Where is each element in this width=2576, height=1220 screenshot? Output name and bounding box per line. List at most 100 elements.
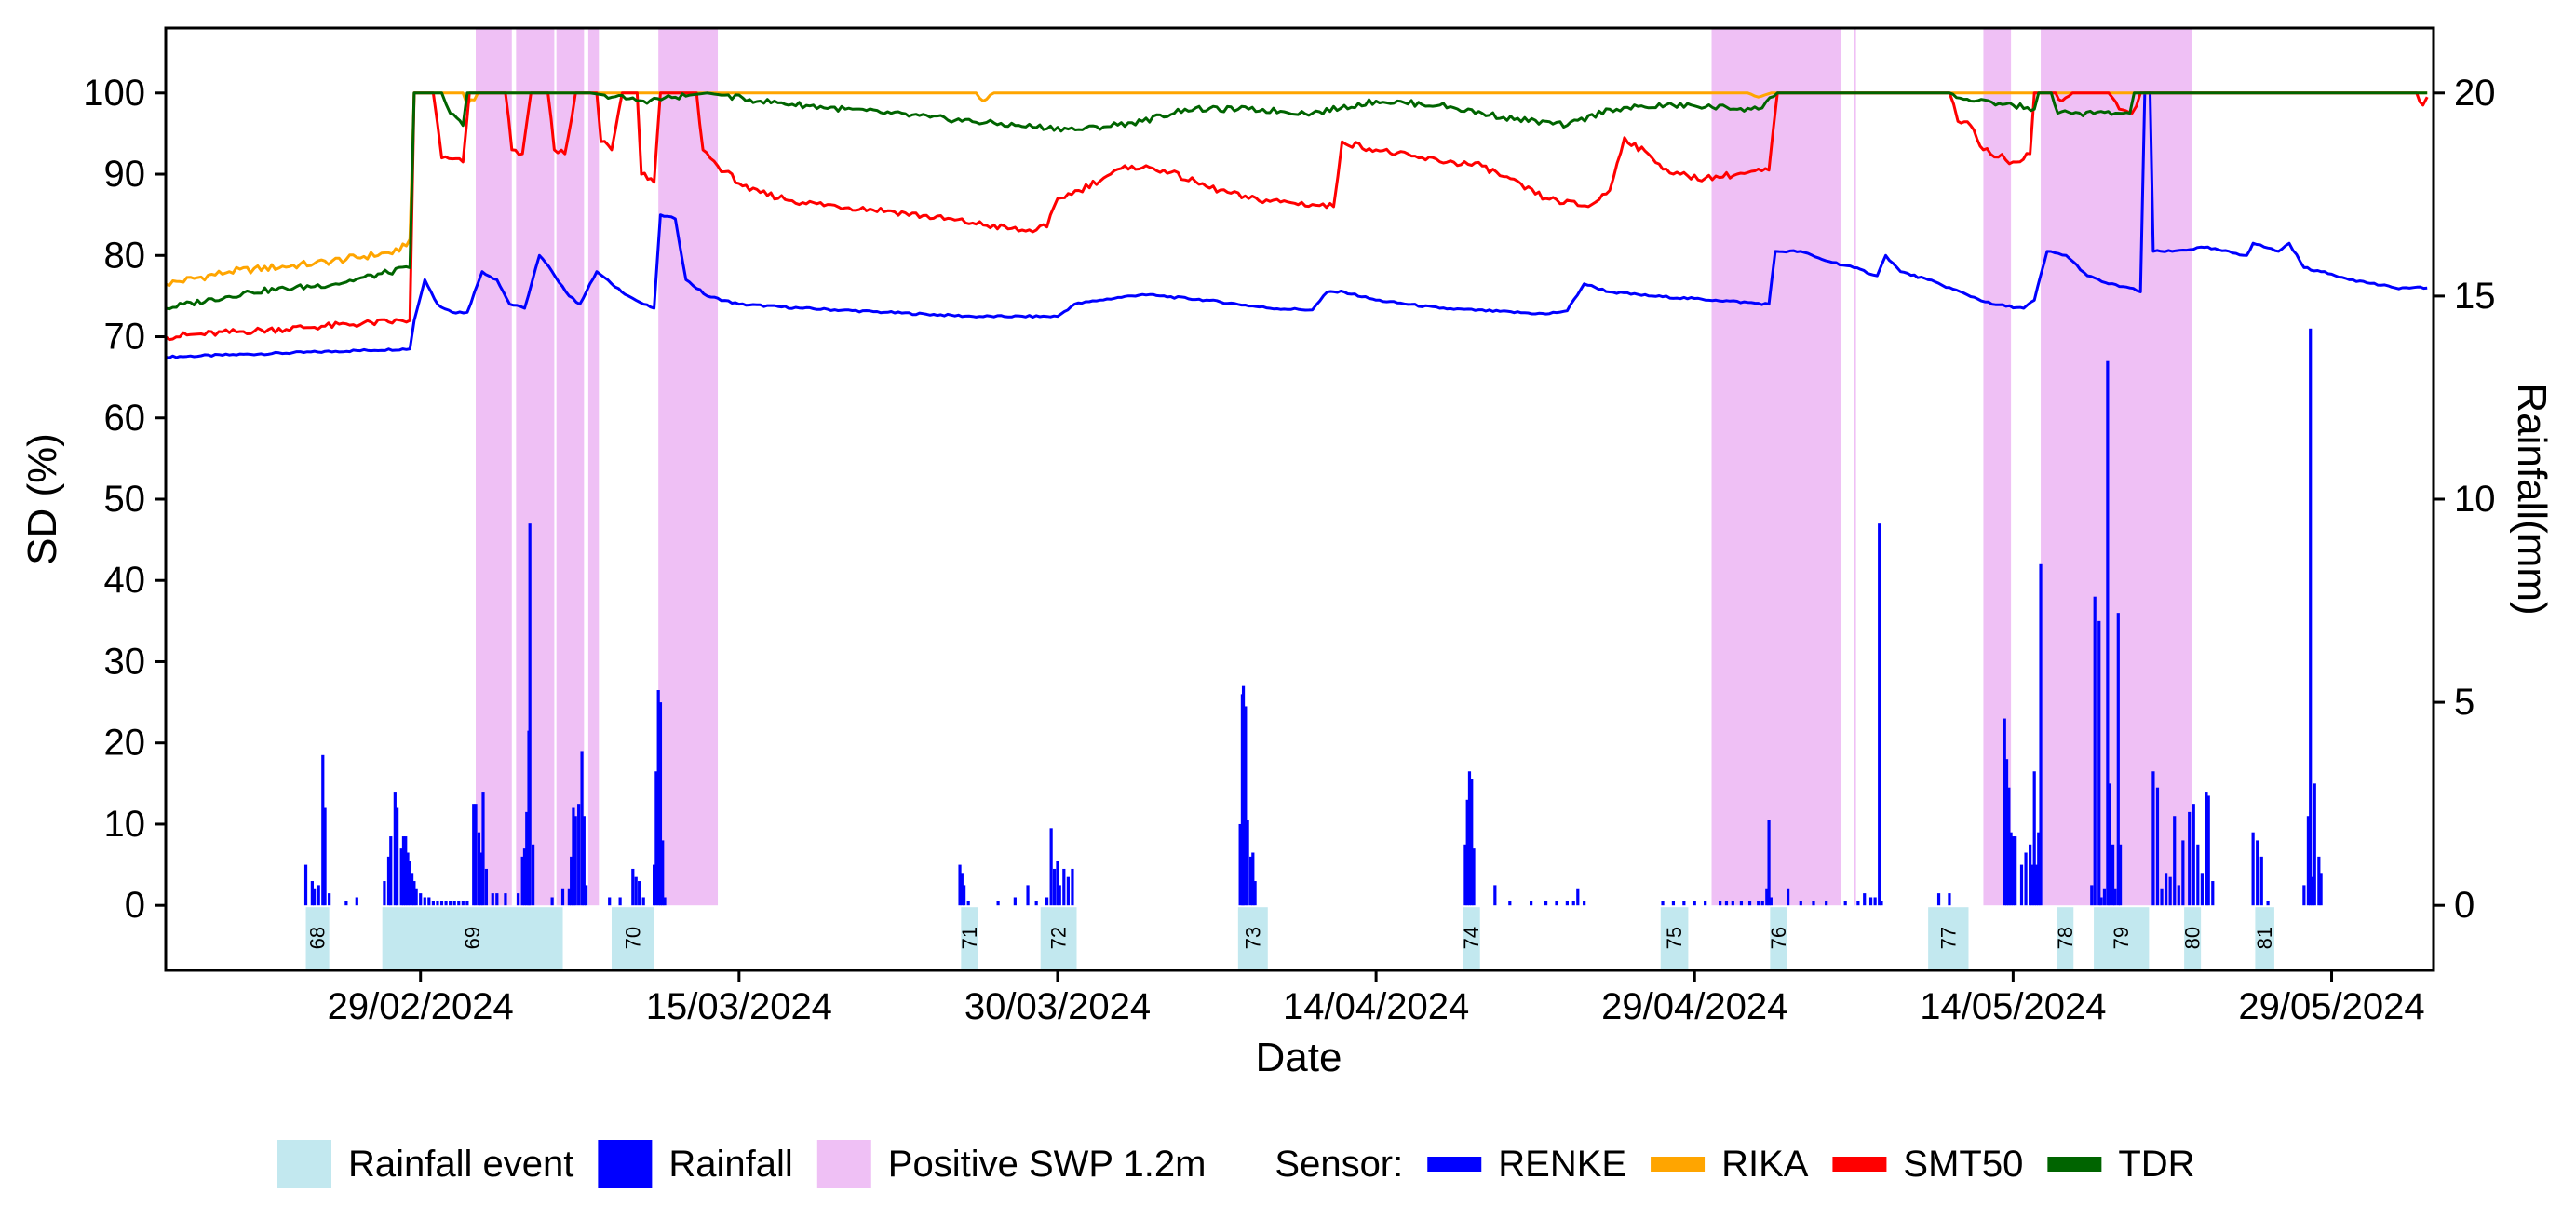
legend-label: TDR — [2118, 1144, 2194, 1185]
x-tick-label: 14/04/2024 — [1283, 986, 1469, 1027]
rainfall-bar — [963, 885, 966, 906]
legend-label: Rainfall event — [348, 1144, 573, 1185]
positive-swp-period — [516, 29, 555, 906]
rainfall-bar — [1693, 901, 1696, 906]
rainfall-bar — [1583, 901, 1586, 906]
y2-tick-label: 10 — [2454, 479, 2496, 520]
rainfall-event-label: 76 — [1767, 927, 1790, 949]
y-tick-label: 40 — [104, 560, 146, 601]
rainfall-bar — [344, 901, 348, 906]
rainfall-bar — [2030, 864, 2034, 906]
rainfall-bar — [658, 702, 663, 906]
rainfall-bar — [1463, 844, 1467, 906]
rainfall-bar — [528, 523, 532, 906]
rainfall-bar — [2196, 844, 2200, 906]
y-tick-label: 30 — [104, 641, 146, 682]
rainfall-bar — [1253, 881, 1257, 906]
rainfall-bar — [1467, 771, 1472, 906]
y-tick-label: 50 — [104, 479, 146, 520]
rainfall-bar — [2317, 856, 2321, 906]
rainfall-bar — [522, 848, 527, 906]
y-tick-label: 80 — [104, 235, 146, 276]
rainfall-bar — [567, 888, 571, 906]
rainfall-bar — [1878, 523, 1881, 906]
rainfall-bar — [310, 881, 314, 906]
x-tick-label: 29/04/2024 — [1601, 986, 1787, 1027]
x-tick-label: 29/02/2024 — [328, 986, 514, 1027]
rainfall-bar — [2007, 787, 2011, 906]
rainfall-bar — [404, 836, 408, 906]
rainfall-bar — [1682, 901, 1686, 906]
positive-swp-period — [556, 29, 585, 906]
rainfall-bar — [436, 901, 439, 906]
rainfall-bar — [1470, 779, 1474, 906]
positive-swp-period — [587, 29, 600, 906]
rainfall-bar — [484, 868, 489, 906]
rainfall-event-layer — [305, 907, 2274, 969]
rainfall-bar — [491, 893, 494, 906]
rainfall-bar — [1799, 901, 1802, 906]
rainfall-bar — [1241, 685, 1246, 906]
rainfall-bar — [2004, 759, 2009, 906]
positive-swp-period — [1854, 29, 1856, 906]
rainfall-bar — [1251, 852, 1255, 906]
rainfall-bar — [1812, 901, 1815, 906]
rainfall-bar — [2019, 864, 2024, 906]
rainfall-bar — [1765, 888, 1769, 906]
rainfall-bar — [461, 901, 465, 906]
rainfall-event-box — [2255, 907, 2274, 969]
rainfall-bar — [317, 885, 320, 906]
rainfall-bar — [1863, 893, 1867, 906]
rainfall-bar — [1856, 901, 1860, 906]
x-tick-label: 14/05/2024 — [1920, 986, 2106, 1027]
rainfall-bar-layer — [303, 328, 2323, 906]
rainfall-bar — [2160, 888, 2164, 906]
rainfall-bar — [550, 897, 554, 906]
y-tick-label: 20 — [104, 723, 146, 764]
rainfall-bar — [1704, 901, 1707, 906]
rainfall-bar — [431, 901, 435, 906]
rainfall-bar — [2302, 885, 2306, 906]
rainfall-bar — [577, 804, 581, 906]
rainfall-bar — [2102, 888, 2107, 906]
rainfall-bar — [303, 864, 308, 906]
rainfall-bar — [386, 856, 391, 906]
rainfall-event-label: 72 — [1047, 927, 1071, 949]
series-line-tdr — [165, 91, 2428, 311]
rainfall-bar — [2111, 844, 2115, 906]
rainfall-event-label: 75 — [1663, 927, 1686, 949]
y-tick-label: 100 — [83, 73, 145, 114]
rainfall-bar — [1244, 706, 1248, 906]
rainfall-bar — [585, 885, 588, 906]
rainfall-event-label: 74 — [1460, 927, 1483, 949]
rainfall-bar — [495, 893, 499, 906]
rainfall-bar — [663, 897, 667, 906]
rainfall-bar — [1868, 897, 1873, 906]
rainfall-bar — [608, 897, 612, 906]
rainfall-bar — [444, 901, 448, 906]
rainfall-bar — [1739, 901, 1744, 906]
rainfall-bar — [1056, 861, 1059, 906]
rainfall-bar — [2309, 328, 2313, 906]
rainfall-bar — [1880, 901, 1883, 906]
rainfall-bar — [1825, 901, 1828, 906]
x-tick-label: 15/03/2024 — [646, 986, 832, 1027]
rainfall-bar — [618, 897, 622, 906]
legend-key-line — [1832, 1157, 1887, 1172]
rainfall-bar — [1565, 901, 1569, 906]
rainfall-event-box — [1040, 907, 1077, 969]
rainfall-bar — [1760, 901, 1764, 906]
rainfall-bar — [1248, 856, 1253, 906]
rainfall-event-label: 78 — [2054, 927, 2077, 949]
rainfall-bar — [661, 840, 665, 906]
rainfall-event-box — [2184, 907, 2202, 969]
rainfall-bar — [1757, 901, 1760, 906]
rainfall-event-box — [961, 907, 978, 969]
rainfall-bar — [427, 897, 431, 906]
rainfall-event-box — [1660, 907, 1689, 969]
legend-label: Rainfall — [668, 1144, 792, 1185]
legend-sensor-title: Sensor: — [1275, 1144, 1403, 1185]
rainfall-bar — [1066, 876, 1070, 906]
rainfall-event-label: 69 — [461, 927, 484, 949]
